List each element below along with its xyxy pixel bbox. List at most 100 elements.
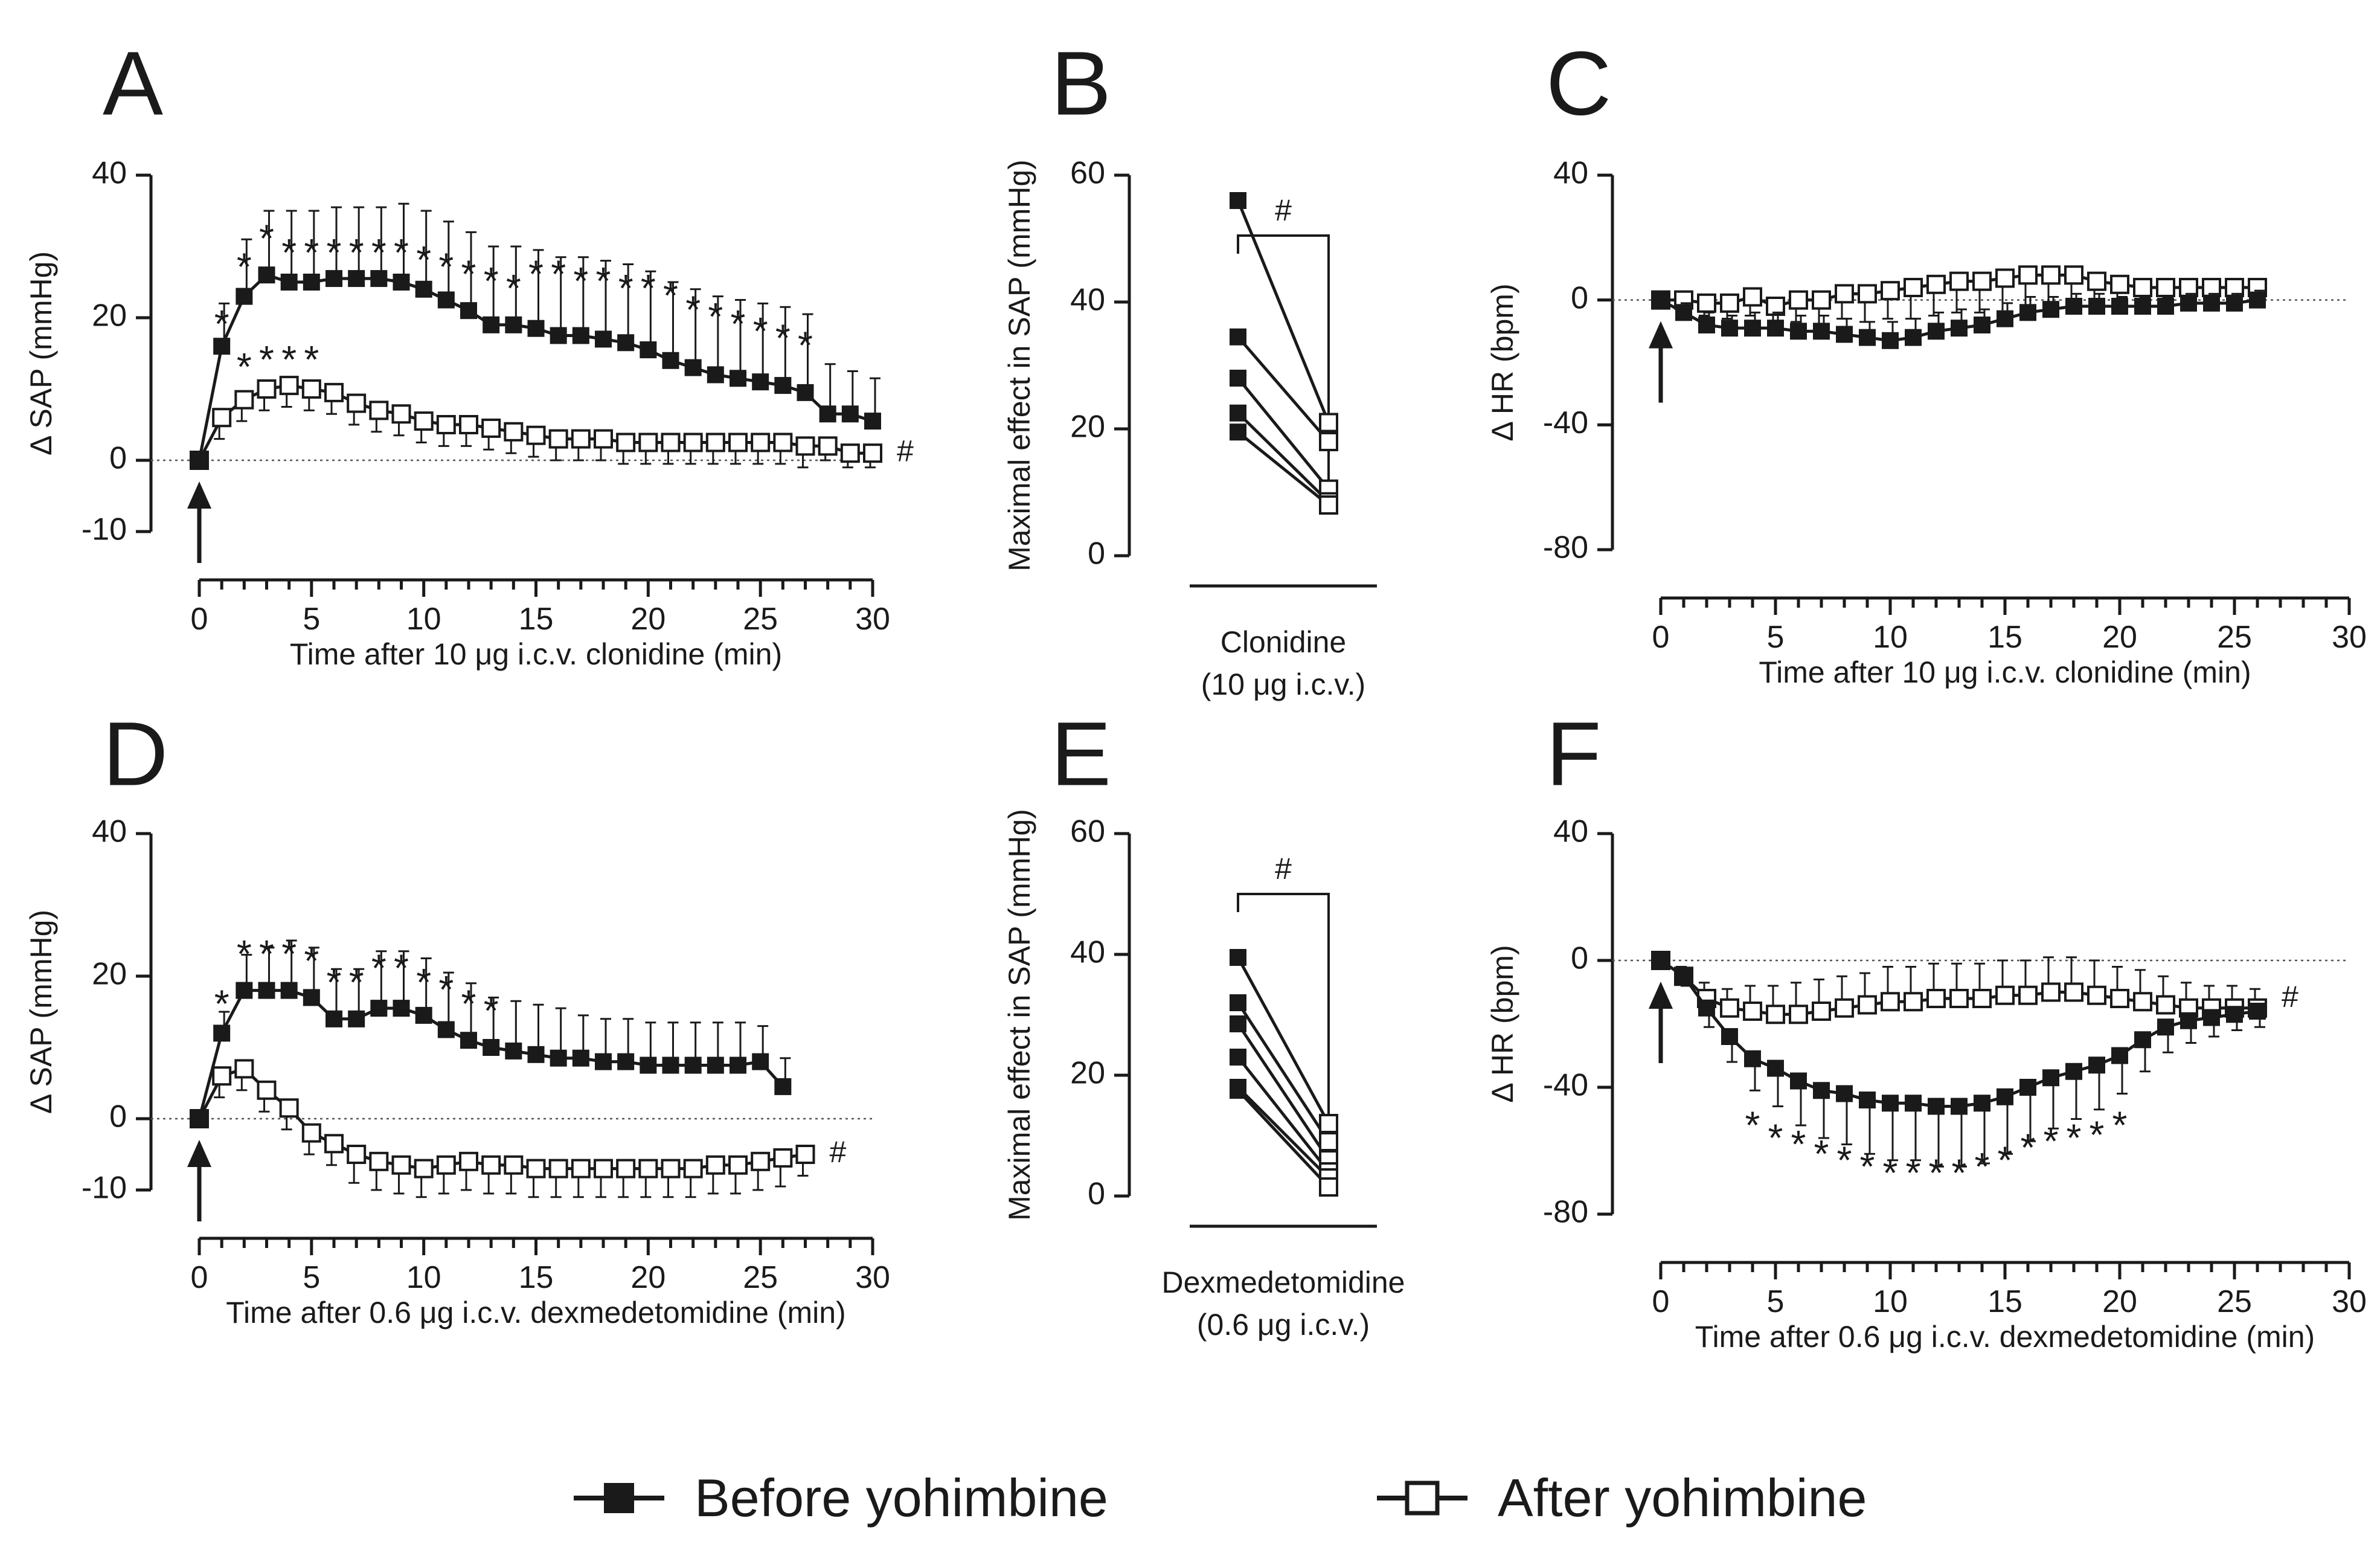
significance-star: * xyxy=(596,259,611,303)
marker-after xyxy=(818,436,838,456)
marker-after xyxy=(1319,432,1338,451)
x-axis-label: Time after 0.6 μg i.c.v. dexmedetomidine… xyxy=(226,1296,845,1330)
marker-before xyxy=(662,1056,679,1074)
marker-before xyxy=(1836,1085,1853,1102)
significance-star: * xyxy=(214,302,229,346)
series-before xyxy=(1652,952,2266,1168)
pair-line xyxy=(1237,1056,1330,1173)
hash-marker: # xyxy=(1275,193,1292,227)
marker-before xyxy=(1721,1028,1738,1045)
x-tick-label: 15 xyxy=(1987,1284,2022,1319)
marker-before xyxy=(1698,999,1715,1017)
significance-star: * xyxy=(214,982,229,1025)
y-tick-label: 60 xyxy=(1070,156,1105,191)
marker-before xyxy=(752,373,769,391)
significance-bracket xyxy=(1237,893,1330,1154)
panel-B: B 0 20 40 60 Maximal effect in SAP (mmHg) Clon… xyxy=(1002,33,1377,701)
marker-before xyxy=(415,1006,432,1024)
significance-star: * xyxy=(416,238,431,281)
marker-after xyxy=(683,433,703,452)
marker-after xyxy=(705,1155,725,1175)
significance-star: * xyxy=(663,274,678,317)
panel-C: C -80 -40 0 40 0 5 10 15 20 25 30 Time after 10 μg i… xyxy=(1486,33,2367,689)
marker-after xyxy=(594,1159,613,1179)
marker-before xyxy=(1230,370,1246,387)
x-tick-label: 10 xyxy=(406,602,441,637)
panel-letter-B: B xyxy=(1051,33,1111,134)
marker-after xyxy=(795,1145,815,1164)
marker-after xyxy=(1697,293,1716,313)
marker-before xyxy=(483,1039,500,1056)
marker-after xyxy=(481,1155,501,1175)
x-tick-label: 10 xyxy=(1873,620,1908,655)
legend-after-marker xyxy=(1405,1481,1440,1516)
x-tick-label: 30 xyxy=(855,1260,890,1295)
pair-line xyxy=(1237,431,1330,506)
y-axis-label: Maximal effect in SAP (mmHg) xyxy=(1002,809,1036,1221)
panel-letter-C: C xyxy=(1546,33,1611,134)
marker-before xyxy=(617,334,635,352)
marker-after xyxy=(795,436,815,456)
marker-after xyxy=(1835,284,1854,304)
legend: Before yohimbine After yohimbine xyxy=(574,1468,1867,1528)
marker-after xyxy=(1858,995,1877,1015)
significance-star: * xyxy=(1745,1104,1760,1147)
significance-star: * xyxy=(281,231,297,274)
x-tick-label: 20 xyxy=(630,1260,666,1295)
marker-before xyxy=(303,989,320,1006)
legend-before-label: Before yohimbine xyxy=(694,1468,1108,1528)
marker-after xyxy=(414,411,434,431)
significance-star: * xyxy=(1906,1151,1921,1194)
series-line xyxy=(197,1067,806,1171)
marker-before xyxy=(1813,1082,1830,1099)
x-tick-label: 20 xyxy=(2102,620,2137,655)
marker-before xyxy=(2226,1006,2243,1023)
marker-before xyxy=(1230,1082,1246,1099)
marker-before xyxy=(1882,1095,1899,1112)
series-before xyxy=(191,939,792,1127)
injection-arrow xyxy=(187,1140,211,1221)
significance-star: * xyxy=(618,266,633,310)
x-tick-label: 0 xyxy=(191,602,208,637)
significance-star: * xyxy=(327,231,342,274)
significance-star: * xyxy=(371,946,387,989)
category-label: Dexmedetomidine xyxy=(1162,1265,1405,1299)
marker-before xyxy=(2019,1079,2036,1096)
x-tick-label: 25 xyxy=(2217,1284,2252,1319)
marker-after xyxy=(436,1155,456,1175)
marker-before xyxy=(213,1024,231,1042)
marker-before xyxy=(191,1110,208,1127)
marker-before xyxy=(684,1056,702,1074)
marker-before xyxy=(2065,298,2082,315)
significance-star: * xyxy=(708,295,723,338)
marker-before xyxy=(348,1010,365,1027)
marker-before xyxy=(415,280,432,298)
x-tick-label: 15 xyxy=(1987,620,2022,655)
marker-before xyxy=(437,1021,455,1038)
x-tick-label: 0 xyxy=(1652,1284,1670,1319)
x-tick-label: 5 xyxy=(303,1260,320,1295)
marker-before xyxy=(2019,304,2036,321)
marker-after xyxy=(324,1134,344,1154)
marker-after xyxy=(751,433,771,452)
hash-marker: # xyxy=(897,434,914,468)
significance-star: * xyxy=(461,982,476,1025)
marker-before xyxy=(2088,298,2105,315)
hash-marker: # xyxy=(830,1135,847,1169)
marker-before xyxy=(505,1042,522,1060)
marker-after xyxy=(751,1151,771,1171)
marker-after xyxy=(234,390,254,410)
marker-before xyxy=(2180,294,2197,312)
series-after xyxy=(1651,951,2267,1024)
y-tick-label: 0 xyxy=(1088,536,1105,571)
marker-before xyxy=(191,452,208,469)
marker-before xyxy=(707,366,724,384)
marker-before xyxy=(819,405,836,423)
significance-star: * xyxy=(1837,1138,1852,1182)
significance-star: * xyxy=(327,960,342,1004)
marker-before xyxy=(662,352,679,369)
marker-after xyxy=(1995,985,2015,1005)
series-line xyxy=(197,384,873,461)
x-axis-label: Time after 10 μg i.c.v. clonidine (min) xyxy=(290,637,782,671)
marker-after xyxy=(347,393,367,413)
